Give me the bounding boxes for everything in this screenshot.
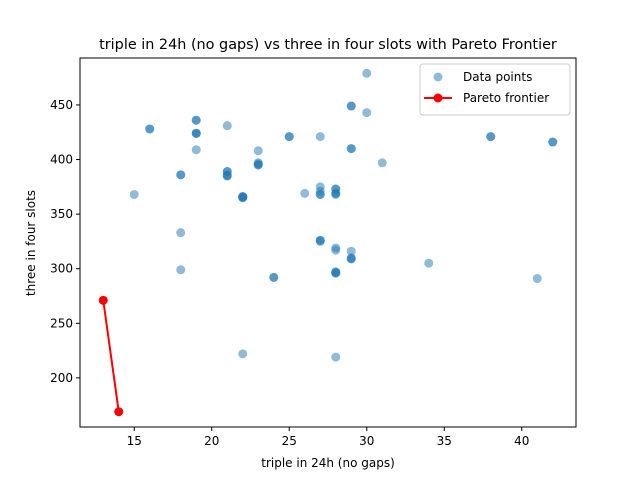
data-point <box>129 189 139 199</box>
data-point <box>191 128 201 138</box>
data-point <box>315 189 325 199</box>
pareto-frontier-point <box>114 407 124 417</box>
chart-title: triple in 24h (no gaps) vs three in four… <box>99 37 557 53</box>
data-point <box>424 258 434 268</box>
data-point <box>176 170 186 180</box>
y-tick-label: 350 <box>50 207 73 221</box>
data-point <box>346 254 356 264</box>
pareto-frontier-line <box>102 300 120 412</box>
data-point <box>176 228 186 238</box>
data-point <box>315 236 325 246</box>
data-point <box>284 132 294 142</box>
x-tick-label: 40 <box>514 434 529 448</box>
legend: Data points Pareto frontier <box>419 63 571 116</box>
y-tick-label: 400 <box>50 153 73 167</box>
y-axis-label: three in four slots <box>24 190 38 296</box>
data-point <box>238 349 248 359</box>
data-point <box>377 158 387 168</box>
legend-box <box>419 63 571 116</box>
pareto-frontier-point <box>98 295 108 305</box>
y-axis: 200 250 300 350 400 450 <box>50 98 80 385</box>
x-tick-label: 15 <box>127 434 142 448</box>
data-point <box>331 352 341 362</box>
data-point <box>253 146 263 156</box>
y-tick-label: 200 <box>50 371 73 385</box>
legend-label-pareto-frontier: Pareto frontier <box>463 91 549 105</box>
legend-scatter-marker <box>433 72 443 82</box>
y-tick-label: 450 <box>50 98 73 112</box>
x-tick-label: 20 <box>204 434 219 448</box>
data-point <box>238 193 248 203</box>
data-point <box>222 171 232 181</box>
data-point <box>331 268 341 278</box>
data-point <box>191 115 201 125</box>
plot-marks <box>98 68 558 417</box>
data-point <box>362 108 372 118</box>
data-point <box>300 188 310 198</box>
data-point <box>222 121 232 131</box>
x-tick-label: 35 <box>437 434 452 448</box>
data-point <box>346 144 356 154</box>
y-tick-label: 300 <box>50 262 73 276</box>
y-tick-label: 250 <box>50 316 73 330</box>
data-point <box>315 132 325 142</box>
data-point <box>145 124 155 134</box>
data-point <box>176 265 186 275</box>
data-point <box>548 137 558 147</box>
legend-frontier-marker <box>433 93 443 103</box>
data-point <box>362 68 372 78</box>
x-axis: 15 20 25 30 35 40 <box>127 427 529 448</box>
data-point <box>532 274 542 284</box>
plot-area-frame <box>79 57 577 428</box>
x-axis-label: triple in 24h (no gaps) <box>261 456 395 470</box>
data-point <box>269 272 279 282</box>
legend-label-data-points: Data points <box>463 70 532 84</box>
x-tick-label: 30 <box>359 434 374 448</box>
data-point <box>191 145 201 155</box>
data-point <box>486 132 496 142</box>
data-point <box>331 245 341 255</box>
data-point <box>331 189 341 199</box>
data-point <box>253 160 263 170</box>
data-point <box>346 101 356 111</box>
x-tick-label: 25 <box>282 434 297 448</box>
data-point <box>346 246 356 256</box>
